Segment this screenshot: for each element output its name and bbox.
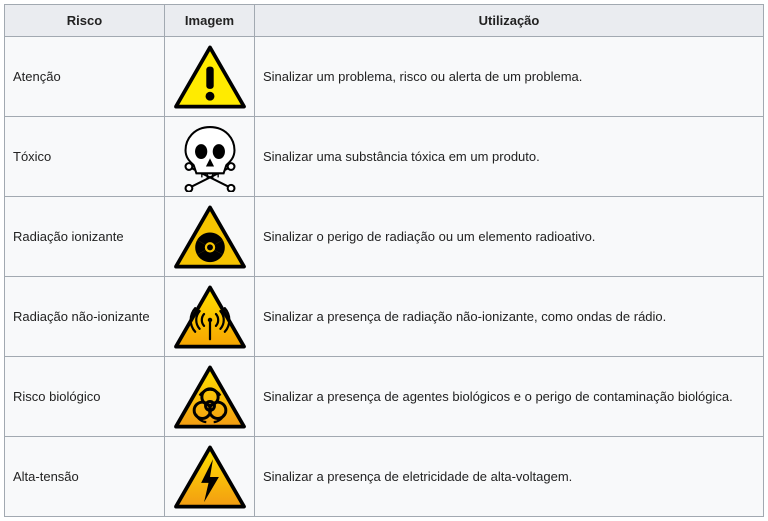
image-cell <box>165 357 255 437</box>
use-cell: Sinalizar uma substância tóxica em um pr… <box>255 117 764 197</box>
image-cell <box>165 197 255 277</box>
table-header-row: Risco Imagem Utilização <box>5 5 764 37</box>
use-cell: Sinalizar o perigo de radiação ou um ele… <box>255 197 764 277</box>
table-row: Radiação ionizante <box>5 197 764 277</box>
risk-cell: Alta-tensão <box>5 437 165 517</box>
table-row: Risco biológico <box>5 357 764 437</box>
risk-cell: Risco biológico <box>5 357 165 437</box>
risk-cell: Radiação ionizante <box>5 197 165 277</box>
risk-cell: Tóxico <box>5 117 165 197</box>
use-cell: Sinalizar a presença de eletricidade de … <box>255 437 764 517</box>
table-row: Tóxico <box>5 117 764 197</box>
radiation-trefoil-icon <box>173 204 247 270</box>
table-row: Atenção Sinalizar um problema, risco ou … <box>5 37 764 117</box>
risk-cell: Atenção <box>5 37 165 117</box>
hazard-signs-table: Risco Imagem Utilização Atenção Sinaliza… <box>4 4 764 517</box>
use-cell: Sinalizar a presença de agentes biológic… <box>255 357 764 437</box>
image-cell <box>165 277 255 357</box>
use-cell: Sinalizar a presença de radiação não-ion… <box>255 277 764 357</box>
col-header-use: Utilização <box>255 5 764 37</box>
table-row: Alta-tensão Sinalizar a presença de elet… <box>5 437 764 517</box>
risk-cell: Radiação não-ionizante <box>5 277 165 357</box>
col-header-image: Imagem <box>165 5 255 37</box>
high-voltage-bolt-icon <box>173 444 247 510</box>
image-cell <box>165 437 255 517</box>
non-ionizing-antenna-icon <box>173 284 247 350</box>
image-cell <box>165 37 255 117</box>
warning-exclamation-icon <box>173 44 247 110</box>
table-row: Radiação não-ionizante Si <box>5 277 764 357</box>
use-cell: Sinalizar um problema, risco ou alerta d… <box>255 37 764 117</box>
image-cell <box>165 117 255 197</box>
col-header-risk: Risco <box>5 5 165 37</box>
biohazard-icon <box>173 364 247 430</box>
skull-crossbones-icon <box>176 122 244 192</box>
